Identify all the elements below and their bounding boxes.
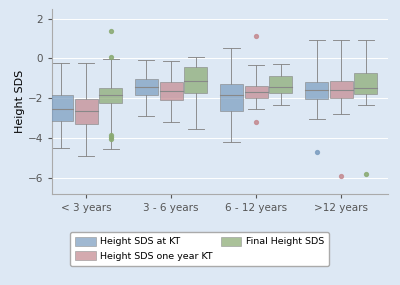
Bar (220, 84, 243, 111)
Bar (184, 67, 207, 93)
Legend: Height SDS at KT, Height SDS one year KT, Final Height SDS: Height SDS at KT, Height SDS one year KT… (70, 232, 329, 266)
Bar (160, 82, 182, 100)
Bar (269, 76, 292, 93)
Bar (354, 73, 377, 94)
Bar (50, 95, 73, 121)
Bar (99, 88, 122, 103)
Bar (305, 82, 328, 99)
Bar (135, 79, 158, 95)
Y-axis label: Height SDS: Height SDS (15, 70, 25, 133)
Bar (245, 86, 268, 98)
Bar (74, 99, 98, 124)
Bar (330, 81, 353, 98)
